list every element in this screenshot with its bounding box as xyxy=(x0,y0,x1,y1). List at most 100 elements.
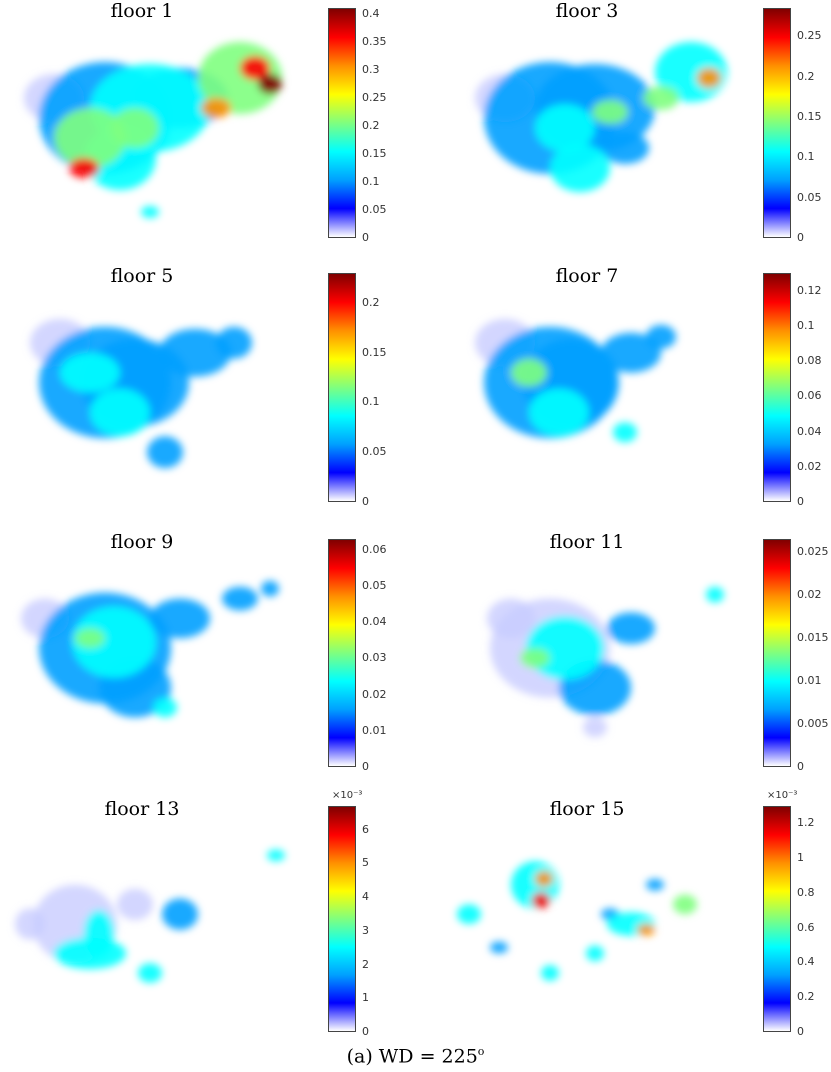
colorbar-tick-label: 0 xyxy=(797,231,804,244)
colorbar-tick-label: 0.25 xyxy=(362,90,387,104)
colorbar-tick-label: 0.4 xyxy=(797,955,815,969)
heat-blob xyxy=(72,606,156,678)
heat-blob xyxy=(607,612,655,645)
heat-blob xyxy=(646,878,664,891)
panel-title: floor 13 xyxy=(104,798,180,820)
heat-blob xyxy=(613,422,637,443)
heat-blob xyxy=(643,86,679,110)
colorbar-tick-label: 0.2 xyxy=(362,118,380,132)
colorbar xyxy=(328,8,356,238)
heat-blob xyxy=(84,910,114,958)
heat-blob xyxy=(111,108,159,148)
heat-blob xyxy=(535,104,595,152)
colorbar-tick-label: 0.025 xyxy=(797,544,829,558)
colorbar-tick-label: 0.04 xyxy=(362,615,387,629)
colorbar-tick-label: 0.005 xyxy=(797,716,829,730)
colorbar-tick-label: 0.04 xyxy=(797,424,822,438)
colorbar-tick-label: 0.1 xyxy=(362,395,380,409)
heat-blob xyxy=(90,388,150,437)
panel-title: floor 7 xyxy=(555,265,619,287)
colorbar xyxy=(763,273,791,502)
heat-blob xyxy=(457,904,481,924)
colorbar-tick-label: 0 xyxy=(797,760,804,773)
colorbar-tick-label: 0 xyxy=(362,760,369,773)
colorbar-tick-label: 0 xyxy=(362,231,369,244)
heat-blob xyxy=(520,648,550,668)
heat-blob xyxy=(75,628,105,649)
heat-blob xyxy=(240,56,270,80)
heatmap xyxy=(30,318,252,469)
heat-blob xyxy=(583,717,607,738)
colorbar-tick-label: 0.06 xyxy=(797,389,822,403)
heat-blob xyxy=(162,898,198,930)
colorbar-exponent: ×10⁻³ xyxy=(767,790,798,801)
colorbar-tick-label: 0.08 xyxy=(797,354,822,368)
colorbar-tick-label: 0.15 xyxy=(362,345,387,359)
heat-blob xyxy=(541,965,559,981)
heat-blob xyxy=(706,586,724,603)
heat-blob xyxy=(138,963,162,983)
colorbar-tick-label: 5 xyxy=(362,856,369,870)
colorbar-tick-label: 0.2 xyxy=(797,990,815,1004)
heat-blob xyxy=(637,924,655,936)
colorbar-tick-label: 0.2 xyxy=(362,295,380,309)
colorbar-tick-label: 0.15 xyxy=(362,146,387,160)
heat-blob xyxy=(490,941,508,954)
colorbar-tick-label: 0.05 xyxy=(797,190,822,204)
colorbar-tick-label: 0.12 xyxy=(797,283,822,297)
colorbar-tick-label: 0.3 xyxy=(362,62,380,76)
heatmap xyxy=(21,580,279,718)
colorbar xyxy=(328,539,356,767)
heat-blob xyxy=(529,388,589,437)
heat-blob xyxy=(201,98,231,118)
heat-blob xyxy=(586,945,604,962)
heat-blob xyxy=(550,144,610,192)
heat-blob xyxy=(117,888,153,921)
colorbar-tick-label: 1 xyxy=(797,851,804,865)
colorbar-tick-label: 0 xyxy=(362,495,369,508)
heatmap xyxy=(15,849,285,983)
heatmap xyxy=(457,861,697,981)
heat-blob xyxy=(526,616,604,680)
colorbar xyxy=(763,539,791,767)
colorbar-tick-label: 4 xyxy=(362,890,369,904)
heat-blob xyxy=(267,849,285,862)
heat-blob xyxy=(60,352,120,393)
panel-title: floor 1 xyxy=(110,0,174,22)
colorbar-tick-label: 0.02 xyxy=(362,687,387,701)
colorbar-tick-label: 0.15 xyxy=(797,109,822,123)
colorbar-tick-label: 0.35 xyxy=(362,34,387,48)
colorbar-tick-label: 0.2 xyxy=(797,69,815,83)
heat-blob xyxy=(511,358,547,387)
heat-blob xyxy=(147,436,183,469)
heatmap xyxy=(487,586,724,738)
colorbar-tick-label: 0.01 xyxy=(797,673,822,687)
colorbar-tick-label: 0.05 xyxy=(362,579,387,593)
colorbar-tick-label: 0 xyxy=(797,495,804,508)
colorbar-tick-label: 0.02 xyxy=(797,587,822,601)
panel-title: floor 5 xyxy=(110,265,174,287)
colorbar-tick-label: 0.8 xyxy=(797,885,815,899)
colorbar-tick-label: 0.05 xyxy=(362,445,387,459)
colorbar-tick-label: 0.1 xyxy=(362,174,380,188)
heat-blob xyxy=(592,100,628,124)
heat-blob xyxy=(601,332,661,373)
colorbar-tick-label: 0.1 xyxy=(797,318,815,332)
colorbar-tick-label: 0 xyxy=(797,1025,804,1038)
colorbar xyxy=(763,806,791,1032)
heat-blob xyxy=(646,324,676,349)
colorbar-exponent: ×10⁻³ xyxy=(332,790,363,801)
heat-blob xyxy=(261,580,279,597)
panel-title: floor 3 xyxy=(555,0,619,22)
heat-blob xyxy=(532,892,550,909)
panel-title: floor 9 xyxy=(110,531,174,553)
heat-blob xyxy=(150,598,210,639)
colorbar-tick-label: 1 xyxy=(362,991,369,1005)
heat-blob xyxy=(673,894,697,915)
heat-blob xyxy=(141,206,159,218)
colorbar-tick-label: 0.01 xyxy=(362,723,387,737)
caption-degree: o xyxy=(477,1045,485,1058)
colorbar-tick-label: 0.02 xyxy=(797,459,822,473)
heat-blob xyxy=(535,871,553,887)
heat-blob xyxy=(697,68,721,88)
